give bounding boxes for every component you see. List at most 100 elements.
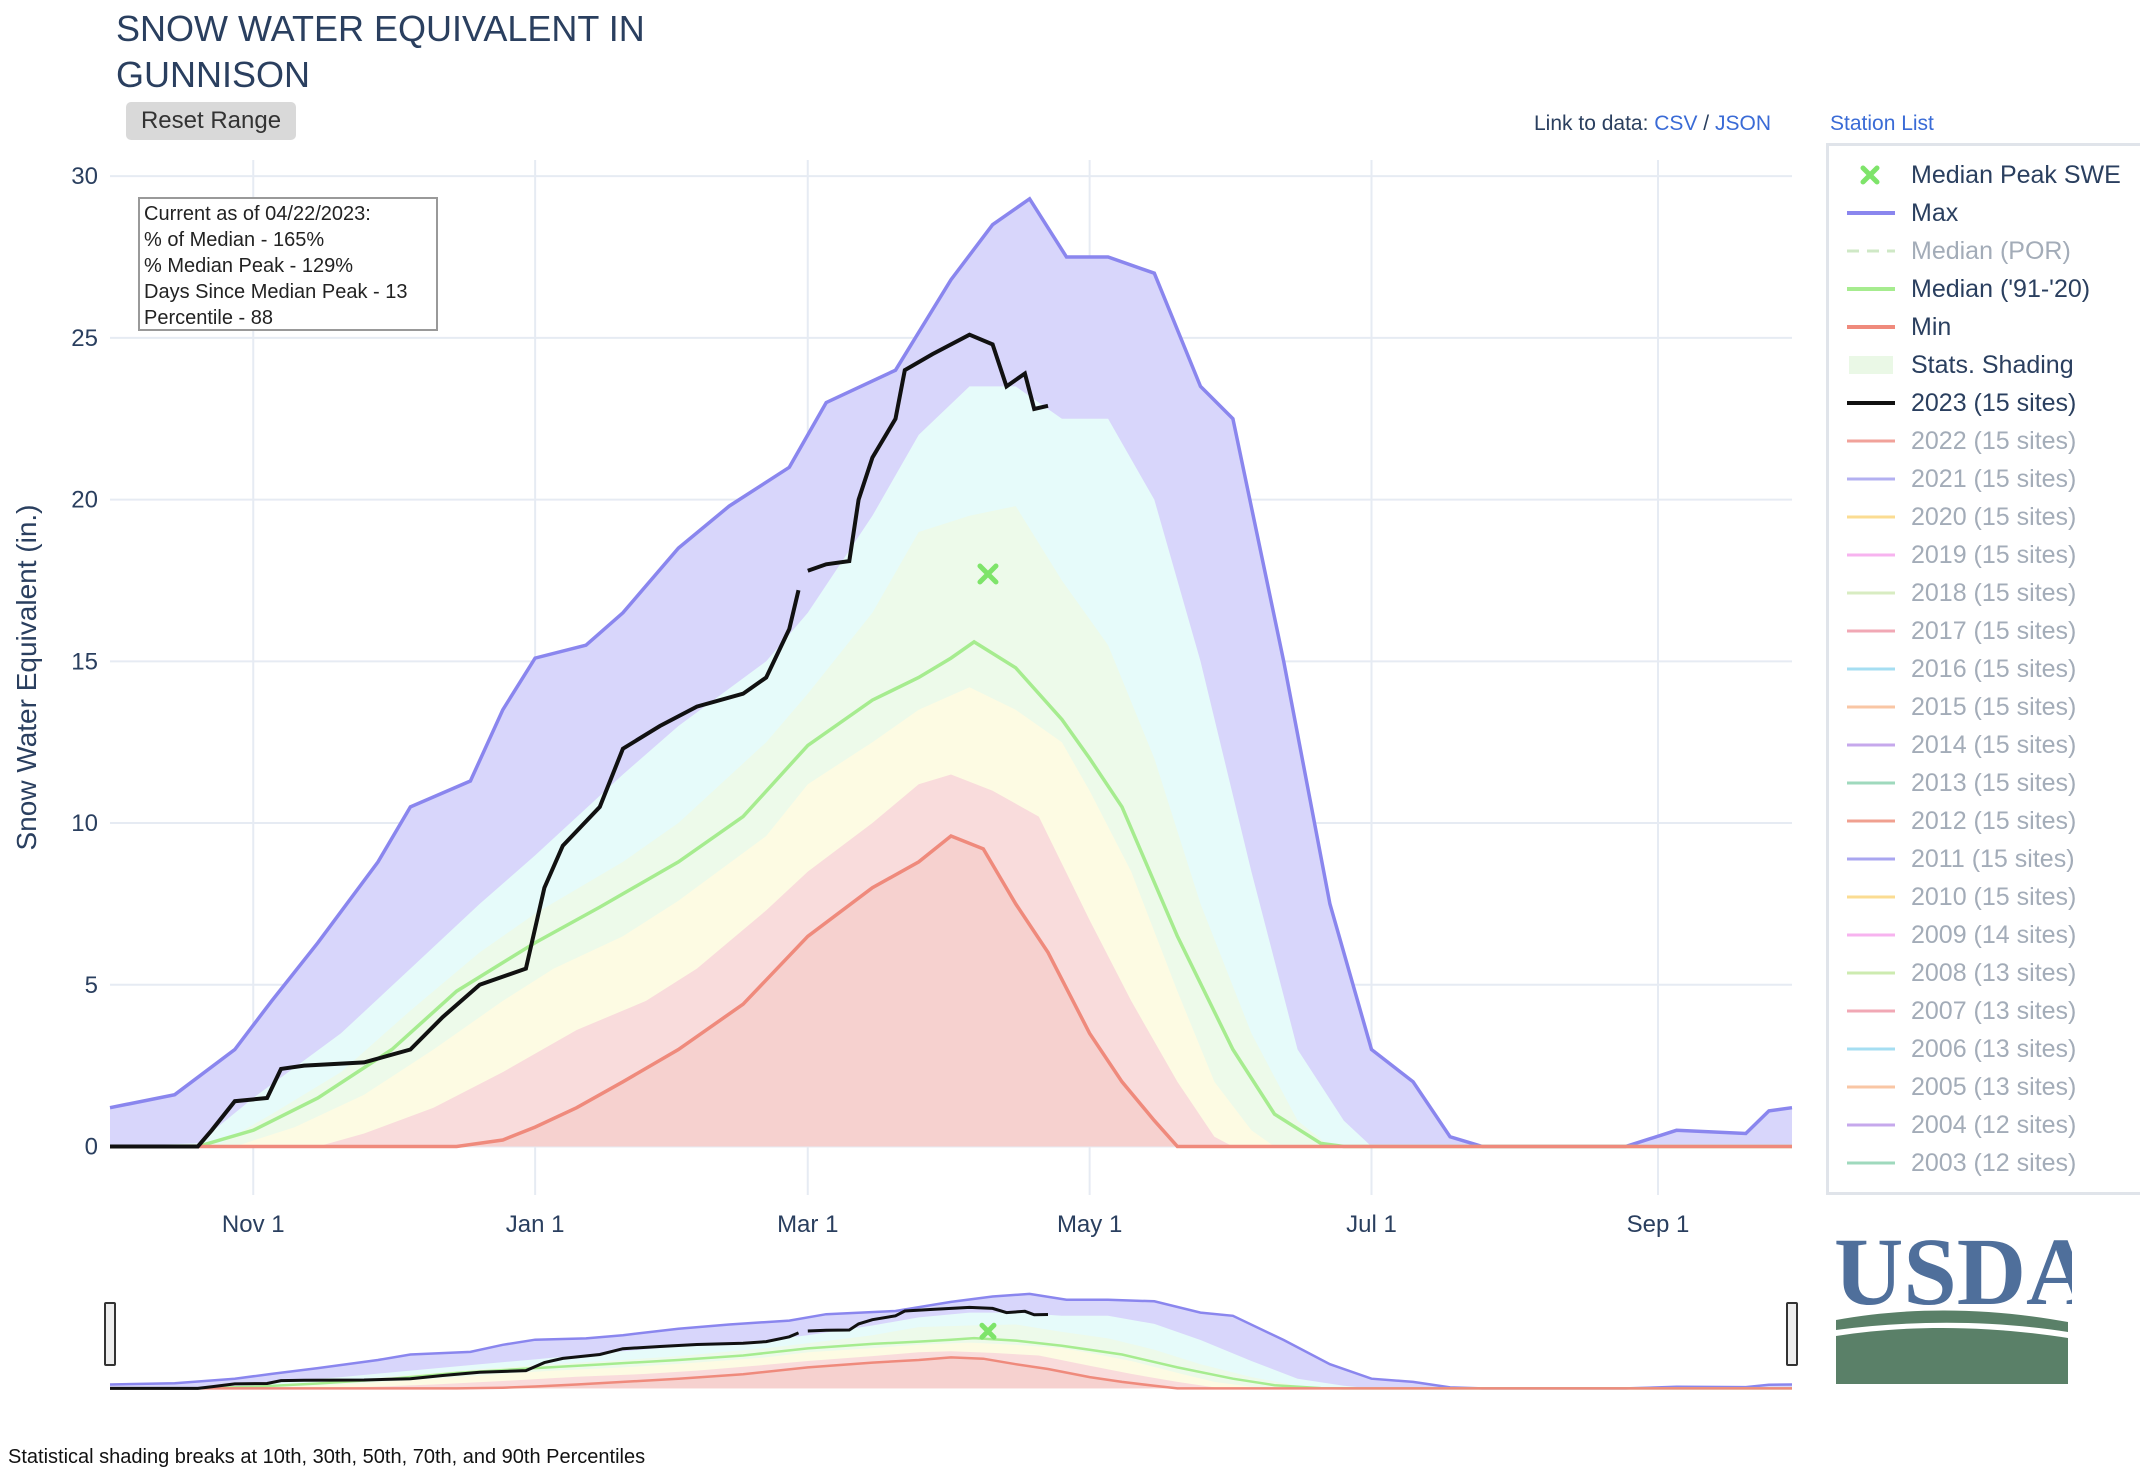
legend-label: 2013 (15 sites) [1911, 768, 2077, 797]
median-line [110, 639, 1792, 1149]
legend-swatch [1847, 1123, 1895, 1127]
x-tick-label: Jan 1 [506, 1211, 565, 1238]
legend-item[interactable]: 2011 (15 sites) [1829, 840, 2140, 878]
range-handle-right[interactable] [1786, 1302, 1798, 1366]
data-links: Link to data: CSV / JSON [1534, 112, 1771, 136]
legend-label: 2011 (15 sites) [1911, 844, 2075, 873]
legend-label: 2017 (15 sites) [1911, 616, 2077, 645]
legend-item[interactable]: 2007 (13 sites) [1829, 992, 2140, 1030]
legend-label: 2021 (15 sites) [1911, 464, 2077, 493]
current-year-line-mini [110, 1331, 800, 1390]
legend-item[interactable]: 2015 (15 sites) [1829, 688, 2140, 726]
legend-item[interactable]: Median ('91-'20) [1829, 270, 2140, 308]
current-stats-box: Current as of 04/22/2023: % of Median - … [138, 197, 438, 331]
legend-item[interactable]: Max [1829, 194, 2140, 232]
legend-label: 2019 (15 sites) [1911, 540, 2077, 569]
legend-item[interactable]: Median Peak SWE [1829, 156, 2140, 194]
legend-swatch [1847, 743, 1895, 747]
y-tick-label: 30 [71, 163, 98, 190]
legend-swatch [1860, 165, 1880, 185]
stats-line-5: Percentile - 88 [144, 307, 273, 329]
legend-label: Median (POR) [1911, 236, 2071, 265]
y-tick-label: 25 [71, 325, 98, 352]
legend-swatch [1847, 591, 1895, 595]
legend-label: Median ('91-'20) [1911, 274, 2091, 303]
x-tick-label: Sep 1 [1627, 1211, 1690, 1238]
usda-logo: USDA [1832, 1218, 2095, 1384]
stats-line-2: % of Median - 165% [144, 229, 325, 251]
legend-swatch [1847, 895, 1895, 899]
legend-swatch [1847, 971, 1895, 975]
legend-item[interactable]: 2017 (15 sites) [1829, 612, 2140, 650]
min-line [110, 833, 1792, 1149]
legend-label: 2018 (15 sites) [1911, 578, 2077, 607]
csv-link[interactable]: CSV [1654, 112, 1698, 135]
legend-item[interactable]: 2010 (15 sites) [1829, 878, 2140, 916]
legend-swatch [1847, 1047, 1895, 1051]
legend-swatch [1847, 325, 1895, 329]
legend-label: 2010 (15 sites) [1911, 882, 2077, 911]
legend-item[interactable]: 2008 (13 sites) [1829, 954, 2140, 992]
json-link[interactable]: JSON [1714, 112, 1771, 135]
legend-item[interactable]: 2006 (13 sites) [1829, 1030, 2140, 1068]
legend-label: Median Peak SWE [1911, 160, 2121, 189]
usda-logo-icon: USDA [1834, 1218, 2095, 1384]
x-tick-label: May 1 [1057, 1211, 1122, 1238]
max-line [109, 196, 1793, 1149]
current-year-line-segment [807, 332, 1049, 573]
min-band-mini [110, 1357, 1792, 1389]
station-list-link[interactable]: Station List [1830, 112, 1934, 135]
legend-item[interactable]: 2021 (15 sites) [1829, 460, 2140, 498]
legend-label: 2020 (15 sites) [1911, 502, 2077, 531]
legend-swatch [1847, 667, 1895, 671]
legend-swatch [1847, 705, 1895, 709]
legend-item[interactable]: 2019 (15 sites) [1829, 536, 2140, 574]
legend-item[interactable]: 2016 (15 sites) [1829, 650, 2140, 688]
x-tick-label: Jul 1 [1346, 1211, 1397, 1238]
range-handle-left[interactable] [104, 1302, 116, 1366]
legend-label: Stats. Shading [1911, 350, 2074, 379]
legend-label: 2015 (15 sites) [1911, 692, 2077, 721]
legend-label: 2022 (15 sites) [1911, 426, 2077, 455]
median-peak-marker [977, 563, 999, 585]
legend-swatch [1847, 933, 1895, 937]
legend-swatch [1847, 1161, 1895, 1165]
legend-swatch [1847, 857, 1895, 861]
y-tick-label: 20 [71, 487, 98, 514]
legend-item[interactable]: 2004 (12 sites) [1829, 1106, 2140, 1144]
legend-item[interactable]: 2018 (15 sites) [1829, 574, 2140, 612]
link-separator: / [1703, 112, 1710, 135]
legend-item[interactable]: 2023 (15 sites) [1829, 384, 2140, 422]
min-band [110, 836, 1792, 1147]
legend-item[interactable]: 2020 (15 sites) [1829, 498, 2140, 536]
legend-label: 2014 (15 sites) [1911, 730, 2077, 759]
legend-label: 2007 (13 sites) [1911, 996, 2077, 1025]
legend-swatch [1847, 1085, 1895, 1089]
x-tick-label: Mar 1 [777, 1211, 838, 1238]
legend-item[interactable]: 2003 (12 sites) [1829, 1144, 2140, 1182]
page-title: SNOW WATER EQUIVALENT IN GUNNISON [116, 6, 645, 98]
legend-swatch [1847, 477, 1895, 481]
chart-legend: Median Peak SWE Max Median (POR) Median ('9… [1826, 143, 2140, 1195]
legend-swatch [1847, 781, 1895, 785]
legend-swatch [1847, 819, 1895, 823]
legend-swatch [1847, 439, 1895, 443]
legend-item[interactable]: 2022 (15 sites) [1829, 422, 2140, 460]
legend-item[interactable]: 2013 (15 sites) [1829, 764, 2140, 802]
legend-label: 2008 (13 sites) [1911, 958, 2077, 987]
legend-item[interactable]: 2012 (15 sites) [1829, 802, 2140, 840]
legend-item[interactable]: 2005 (13 sites) [1829, 1068, 2140, 1106]
link-prefix: Link to data: [1534, 112, 1649, 135]
legend-label: 2005 (13 sites) [1911, 1072, 2077, 1101]
legend-item[interactable]: Stats. Shading [1829, 346, 2140, 384]
legend-label: 2009 (14 sites) [1911, 920, 2077, 949]
reset-range-button[interactable]: Reset Range [126, 102, 296, 140]
stats-line-4: Days Since Median Peak - 13 [144, 281, 408, 303]
title-line-2: GUNNISON [116, 54, 311, 95]
legend-swatch [1847, 553, 1895, 557]
legend-item[interactable]: 2014 (15 sites) [1829, 726, 2140, 764]
legend-item[interactable]: 2009 (14 sites) [1829, 916, 2140, 954]
legend-item[interactable]: Median (POR) [1829, 232, 2140, 270]
legend-item[interactable]: Min [1829, 308, 2140, 346]
